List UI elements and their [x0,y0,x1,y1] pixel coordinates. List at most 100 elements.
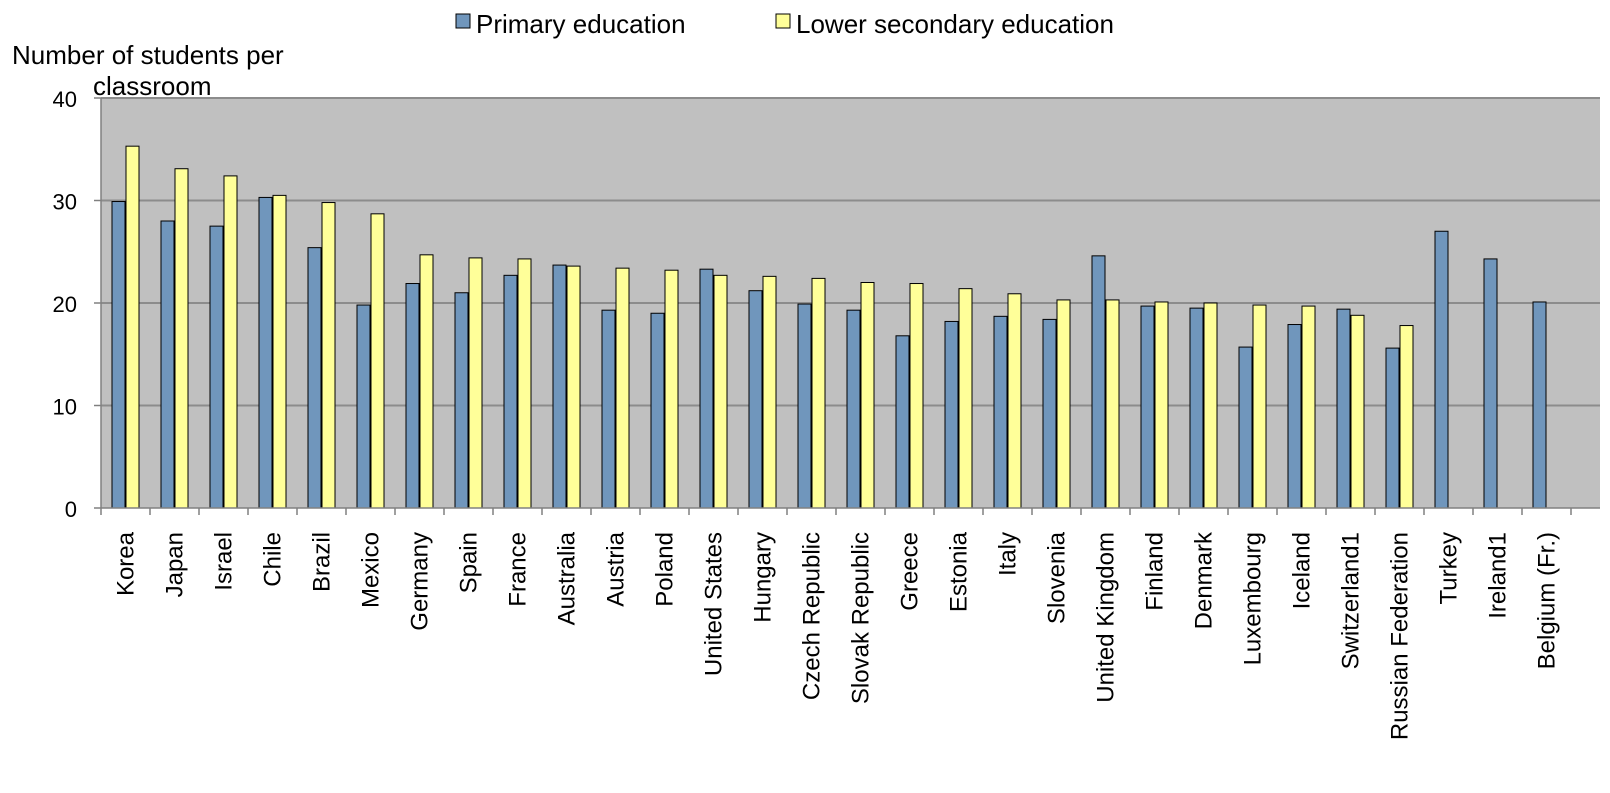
bar-lower-secondary-education-iceland [1301,305,1316,509]
x-tick-label-korea: Korea [113,531,140,596]
x-tick-label-spain: Spain [456,532,483,593]
bar-primary-education-turkey [1434,230,1449,509]
y-tick-label-20: 20 [53,292,77,317]
bar-primary-education-australia [552,264,567,509]
bar-primary-education-greece [895,335,910,509]
x-tick-label-mexico: Mexico [358,532,385,608]
bar-primary-education-italy [993,315,1008,509]
bar-primary-education-finland [1140,305,1155,509]
x-tick-label-brazil: Brazil [309,532,336,592]
bar-primary-education-chile [258,196,273,509]
bar-primary-education-mexico [356,304,371,509]
x-tick-label-united-states: United States [701,532,728,676]
x-tick-label-slovenia: Slovenia [1044,531,1071,624]
x-tick-label-estonia: Estonia [946,531,973,612]
bar-lower-secondary-education-israel [223,175,238,509]
bar-primary-education-slovak-republic [846,309,861,509]
bar-primary-education-estonia [944,320,959,509]
bar-lower-secondary-education-russian-federation [1399,325,1414,509]
x-tick-label-luxembourg: Luxembourg [1240,532,1267,665]
bar-primary-education-korea [111,201,126,509]
x-tick-label-belgium-fr: Belgium (Fr.) [1534,532,1561,669]
bar-primary-education-israel [209,225,224,509]
x-tick-label-turkey: Turkey [1436,532,1463,604]
x-tick-label-iceland: Iceland [1289,532,1316,609]
bar-lower-secondary-education-germany [419,254,434,509]
bar-lower-secondary-education-denmark [1203,302,1218,509]
bar-lower-secondary-education-finland [1154,301,1169,509]
x-tick-label-poland: Poland [652,532,679,607]
chart-legend: Primary education Lower secondary educat… [455,9,1114,39]
x-tick-label-japan: Japan [162,532,189,597]
bar-lower-secondary-education-united-states [713,274,728,509]
bar-lower-secondary-education-switzerland1 [1350,314,1365,509]
x-tick-label-austria: Austria [603,531,630,606]
bar-primary-education-united-kingdom [1091,255,1106,509]
x-tick-label-czech-republic: Czech Republic [799,532,826,700]
y-axis-title-line-2: classroom [93,71,211,101]
x-tick-label-germany: Germany [407,532,434,631]
bar-primary-education-ireland1 [1483,258,1498,509]
y-axis-title: Number of students per classroom [12,40,291,101]
bar-lower-secondary-education-luxembourg [1252,304,1267,509]
bar-primary-education-belgium-fr [1532,301,1547,509]
bar-primary-education-spain [454,292,469,509]
y-tick-label-40: 40 [53,87,77,112]
bar-lower-secondary-education-australia [566,265,581,509]
y-axis: 0 10 20 30 40 [53,87,102,522]
bar-primary-education-denmark [1189,307,1204,509]
x-tick-label-russian-federation: Russian Federation [1387,532,1414,740]
legend-swatch-primary-education [455,13,471,29]
bar-primary-education-russian-federation [1385,347,1400,509]
bar-primary-education-france [503,274,518,509]
x-tick-label-switzerland1: Switzerland1 [1338,532,1365,669]
bar-lower-secondary-education-slovenia [1056,299,1071,509]
y-tick-label-30: 30 [53,190,77,215]
x-tick-label-denmark: Denmark [1191,531,1218,629]
x-tick-label-chile: Chile [260,532,287,587]
bar-lower-secondary-education-japan [174,168,189,509]
bar-lower-secondary-education-hungary [762,275,777,509]
bar-primary-education-iceland [1287,324,1302,509]
x-tick-label-italy: Italy [995,532,1022,576]
bar-lower-secondary-education-poland [664,269,679,509]
legend-label-primary-education: Primary education [476,9,686,39]
x-tick-label-finland: Finland [1142,532,1169,611]
bar-lower-secondary-education-france [517,258,532,509]
x-tick-label-slovak-republic: Slovak Republic [848,532,875,704]
bar-lower-secondary-education-mexico [370,213,385,509]
legend-label-lower-secondary-education: Lower secondary education [796,9,1114,39]
bar-primary-education-czech-republic [797,303,812,509]
x-tick-label-ireland1: Ireland1 [1485,532,1512,619]
x-tick-label-israel: Israel [211,532,238,591]
x-tick-label-australia: Australia [554,531,581,625]
bar-lower-secondary-education-italy [1007,293,1022,509]
bar-primary-education-austria [601,309,616,509]
bar-primary-education-brazil [307,247,322,509]
bar-primary-education-slovenia [1042,318,1057,509]
bar-lower-secondary-education-spain [468,257,483,509]
y-axis-title-line-1: Number of students per [12,40,284,70]
bar-lower-secondary-education-united-kingdom [1105,299,1120,509]
bar-primary-education-hungary [748,290,763,509]
bar-lower-secondary-education-chile [272,194,287,509]
bar-primary-education-germany [405,283,420,509]
bar-primary-education-poland [650,312,665,509]
x-tick-label-france: France [505,532,532,607]
y-tick-label-10: 10 [53,395,77,420]
bar-primary-education-united-states [699,268,714,509]
x-tick-label-united-kingdom: United Kingdom [1093,532,1120,703]
x-axis: Korea Japan Israel Chile Brazil Mexico Germany… [100,507,1600,740]
bar-primary-education-switzerland1 [1336,308,1351,509]
bar-lower-secondary-education-estonia [958,288,973,509]
bar-lower-secondary-education-czech-republic [811,277,826,509]
bar-lower-secondary-education-austria [615,267,630,509]
x-tick-label-greece: Greece [897,532,924,611]
x-tick-label-hungary: Hungary [750,532,777,623]
bar-lower-secondary-education-brazil [321,202,336,509]
bar-lower-secondary-education-slovak-republic [860,282,875,509]
bar-primary-education-luxembourg [1238,346,1253,509]
legend-swatch-lower-secondary-education [775,13,791,29]
bar-lower-secondary-education-korea [125,145,140,509]
